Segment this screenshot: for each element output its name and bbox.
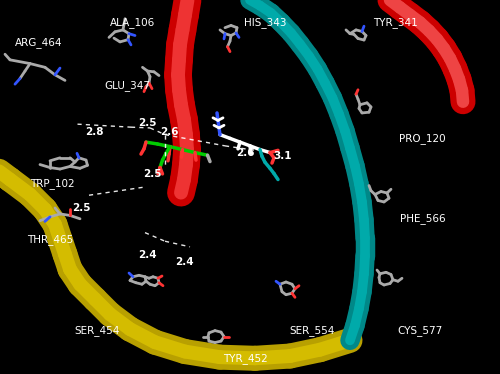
Text: HIS_343: HIS_343: [244, 17, 286, 28]
Text: 2.5: 2.5: [144, 169, 162, 179]
Text: 3.1: 3.1: [273, 151, 292, 161]
Text: TYR_341: TYR_341: [372, 17, 418, 28]
Text: CYS_577: CYS_577: [398, 325, 442, 337]
Text: ARG_464: ARG_464: [15, 37, 62, 49]
Text: ALA_106: ALA_106: [110, 17, 155, 28]
Text: GLU_347: GLU_347: [104, 80, 150, 92]
Text: TRP_102: TRP_102: [30, 178, 74, 189]
Text: 2.5: 2.5: [138, 118, 157, 128]
Text: THR_465: THR_465: [28, 234, 74, 245]
Text: 2.4: 2.4: [138, 250, 157, 260]
Text: SER_454: SER_454: [75, 325, 120, 337]
Text: 2.6: 2.6: [160, 127, 178, 137]
Text: 2.8: 2.8: [85, 127, 103, 137]
Text: PHE_566: PHE_566: [400, 213, 446, 224]
Text: TYR_452: TYR_452: [222, 353, 268, 365]
Text: PRO_120: PRO_120: [399, 133, 446, 144]
Text: 2.6: 2.6: [236, 148, 255, 158]
Text: 2.5: 2.5: [72, 203, 90, 212]
Text: 2.4: 2.4: [174, 257, 194, 267]
Text: SER_554: SER_554: [290, 325, 335, 337]
